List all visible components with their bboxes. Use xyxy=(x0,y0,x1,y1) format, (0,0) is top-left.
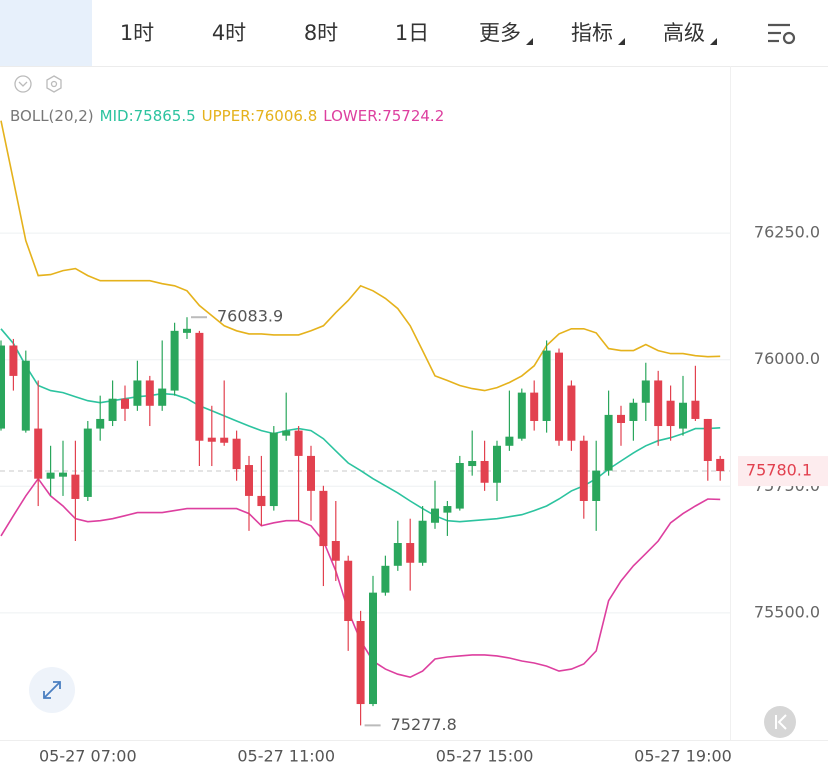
candle-body xyxy=(133,380,142,406)
scroll-to-latest-button[interactable] xyxy=(764,706,796,738)
candle-body xyxy=(294,430,303,456)
candle-body xyxy=(431,508,439,523)
candle-body xyxy=(406,543,415,563)
tab-bar: 高级指标更多1日8时4时1时15分 xyxy=(0,0,828,67)
candle-body xyxy=(331,540,340,561)
candle-body xyxy=(220,437,229,443)
indicator-legend: BOLL(20,2) MID:75865.5 UPPER:76006.8 LOWER:… xyxy=(10,107,444,125)
dropdown-caret xyxy=(710,38,717,45)
y-tick-label: 75500.0 xyxy=(754,602,820,621)
legend-entry: MID:75865.5 xyxy=(100,107,196,125)
candle-body xyxy=(393,543,402,566)
boll-line xyxy=(0,120,721,392)
tab[interactable]: 8时 xyxy=(304,21,338,45)
candle-body xyxy=(579,440,588,501)
candle-body xyxy=(530,392,539,421)
candle-body xyxy=(282,430,291,436)
candle-body xyxy=(617,414,625,424)
last-price-label: 75780.1 xyxy=(746,461,812,480)
candle-body xyxy=(691,400,700,419)
candle-body xyxy=(703,418,712,461)
tab[interactable]: 1时 xyxy=(120,21,154,45)
candle-body xyxy=(257,495,266,507)
dropdown-caret xyxy=(618,38,625,45)
candle-body xyxy=(269,432,278,507)
candle-body xyxy=(641,380,650,403)
candle-body xyxy=(9,345,18,376)
tab[interactable]: 更多 xyxy=(479,21,521,45)
tab[interactable]: 高级 xyxy=(663,21,705,45)
legend-entry: LOWER:75724.2 xyxy=(323,107,444,125)
candle-body xyxy=(170,330,179,391)
tab[interactable]: 1日 xyxy=(395,21,429,45)
candle-body xyxy=(369,592,377,705)
candle-body xyxy=(21,360,30,431)
candle-body xyxy=(468,460,477,467)
candle-body xyxy=(245,465,253,496)
candle-body xyxy=(356,620,365,705)
x-tick-label: 05-27 19:00 xyxy=(634,747,732,766)
candle-body xyxy=(604,414,613,471)
candle-body xyxy=(145,380,154,406)
candle-body xyxy=(158,388,167,406)
high-label: 76083.9 xyxy=(217,307,283,326)
candle-body xyxy=(59,472,67,477)
candle-body xyxy=(629,402,638,421)
candle-body xyxy=(592,470,601,501)
settings-icon[interactable] xyxy=(768,23,796,45)
candle-body xyxy=(108,398,117,421)
candle-body xyxy=(83,428,92,497)
boll-line xyxy=(0,328,721,523)
top-icons xyxy=(14,75,62,93)
candle-body xyxy=(0,345,5,429)
tab[interactable]: 指标 xyxy=(571,21,613,45)
candle-body xyxy=(567,385,576,441)
expand-button[interactable] xyxy=(29,667,75,713)
candle-body xyxy=(34,428,43,479)
collapse-icon[interactable] xyxy=(14,75,32,93)
candle-body xyxy=(455,463,464,509)
legend-entry: UPPER:76006.8 xyxy=(202,107,318,125)
legend-entry: BOLL(20,2) xyxy=(10,107,94,125)
x-tick-label: 05-27 11:00 xyxy=(237,747,335,766)
candle-body xyxy=(418,520,427,563)
candle-body xyxy=(183,328,191,333)
low-label: 75277.8 xyxy=(391,715,457,734)
candle-body xyxy=(46,472,55,479)
candle-body xyxy=(505,436,514,446)
candle-body xyxy=(443,506,452,513)
candle-body xyxy=(517,392,526,439)
candle-body xyxy=(195,332,204,441)
x-tick-label: 05-27 07:00 xyxy=(39,747,137,766)
candle-body xyxy=(232,438,241,470)
candle-body xyxy=(71,474,80,499)
candle-body xyxy=(555,352,563,441)
candle-body xyxy=(716,458,725,472)
candle-body xyxy=(207,437,216,442)
candle-body xyxy=(381,565,390,593)
candle-body xyxy=(493,445,501,483)
candle-body xyxy=(666,400,675,427)
candle-body xyxy=(96,418,105,429)
candle-body xyxy=(654,380,663,427)
settings-hex-icon[interactable] xyxy=(46,75,62,93)
dropdown-caret xyxy=(526,38,533,45)
candle-body xyxy=(679,402,687,429)
candle-body xyxy=(480,460,489,483)
candle-body xyxy=(542,350,551,421)
candle-body xyxy=(344,560,353,621)
candle-body xyxy=(307,455,315,491)
tab[interactable]: 4时 xyxy=(212,21,246,45)
tab-selected-bg xyxy=(0,0,92,66)
x-tick-label: 05-27 15:00 xyxy=(436,747,534,766)
last-price-box xyxy=(738,456,828,487)
y-tick-label: 76250.0 xyxy=(754,223,820,242)
y-tick-label: 76000.0 xyxy=(754,349,820,368)
candle-body xyxy=(121,398,129,409)
candle-body xyxy=(319,490,328,547)
